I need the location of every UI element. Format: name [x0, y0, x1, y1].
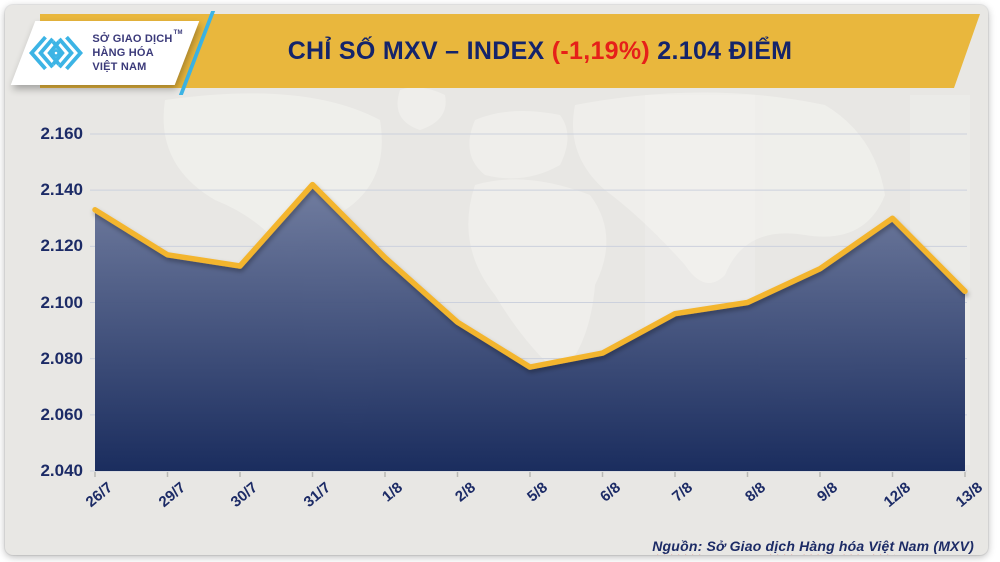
- y-axis-label: 2.120: [40, 236, 83, 256]
- y-axis-label: 2.140: [40, 180, 83, 200]
- y-axis-label: 2.160: [40, 124, 83, 143]
- chart-panel: 2.160 2.140 2.120 2.100 2.080 2.060 2.040 26/7…: [5, 5, 988, 555]
- y-axis-label: 2.040: [40, 461, 83, 480]
- index-line: [92, 181, 968, 370]
- mxv-index-area-chart: 2.160 2.140 2.120 2.100 2.080 2.060 2.040 26/7…: [5, 5, 988, 555]
- source-word: dịch: [765, 538, 796, 554]
- chart-title: CHỈ SỐ MXV – INDEX (-1,19%) 2.104 ĐIỂM: [288, 37, 793, 66]
- logo-line-3: VIỆT NAM: [92, 61, 147, 74]
- y-axis-label: 2.100: [40, 292, 83, 312]
- source-word: Nam: [898, 538, 930, 554]
- title-points: 2.104 ĐIỂM: [650, 36, 793, 65]
- y-axis-label: 2.080: [40, 348, 83, 368]
- mxv-logo: SỞ GIAO DỊCHTM HÀNG HÓA VIỆT NAM: [10, 21, 200, 85]
- source-word: Nguồn:: [652, 538, 703, 554]
- source-word: Hàng: [799, 538, 835, 554]
- source-credit: Nguồn: Sở Giao dịch Hàng hóa Việt Nam (MXV): [648, 538, 974, 554]
- logo-line-1: SỞ GIAO DỊCH: [92, 32, 173, 45]
- chart-canvas: [90, 87, 970, 477]
- source-word: Giao: [729, 538, 762, 554]
- source-word: Việt: [868, 538, 895, 554]
- source-word: Sở: [706, 538, 726, 554]
- mxv-logo-icon: [27, 34, 85, 72]
- source-word: hóa: [838, 538, 865, 554]
- logo-trademark: TM: [173, 29, 183, 36]
- x-axis-ticks: [94, 472, 966, 477]
- y-axis-label: 2.060: [40, 404, 83, 424]
- logo-text: SỞ GIAO DỊCHTM HÀNG HÓA VIỆT NAM: [92, 29, 183, 75]
- logo-line-2: HÀNG HÓA: [92, 46, 154, 59]
- title-banner: CHỈ SỐ MXV – INDEX (-1,19%) 2.104 ĐIỂM: [40, 14, 980, 88]
- title-prefix: CHỈ SỐ MXV – INDEX: [287, 36, 552, 65]
- area-fill: [95, 184, 965, 471]
- source-word: (MXV): [933, 538, 974, 554]
- title-change-percent: (-1,19%): [551, 36, 651, 65]
